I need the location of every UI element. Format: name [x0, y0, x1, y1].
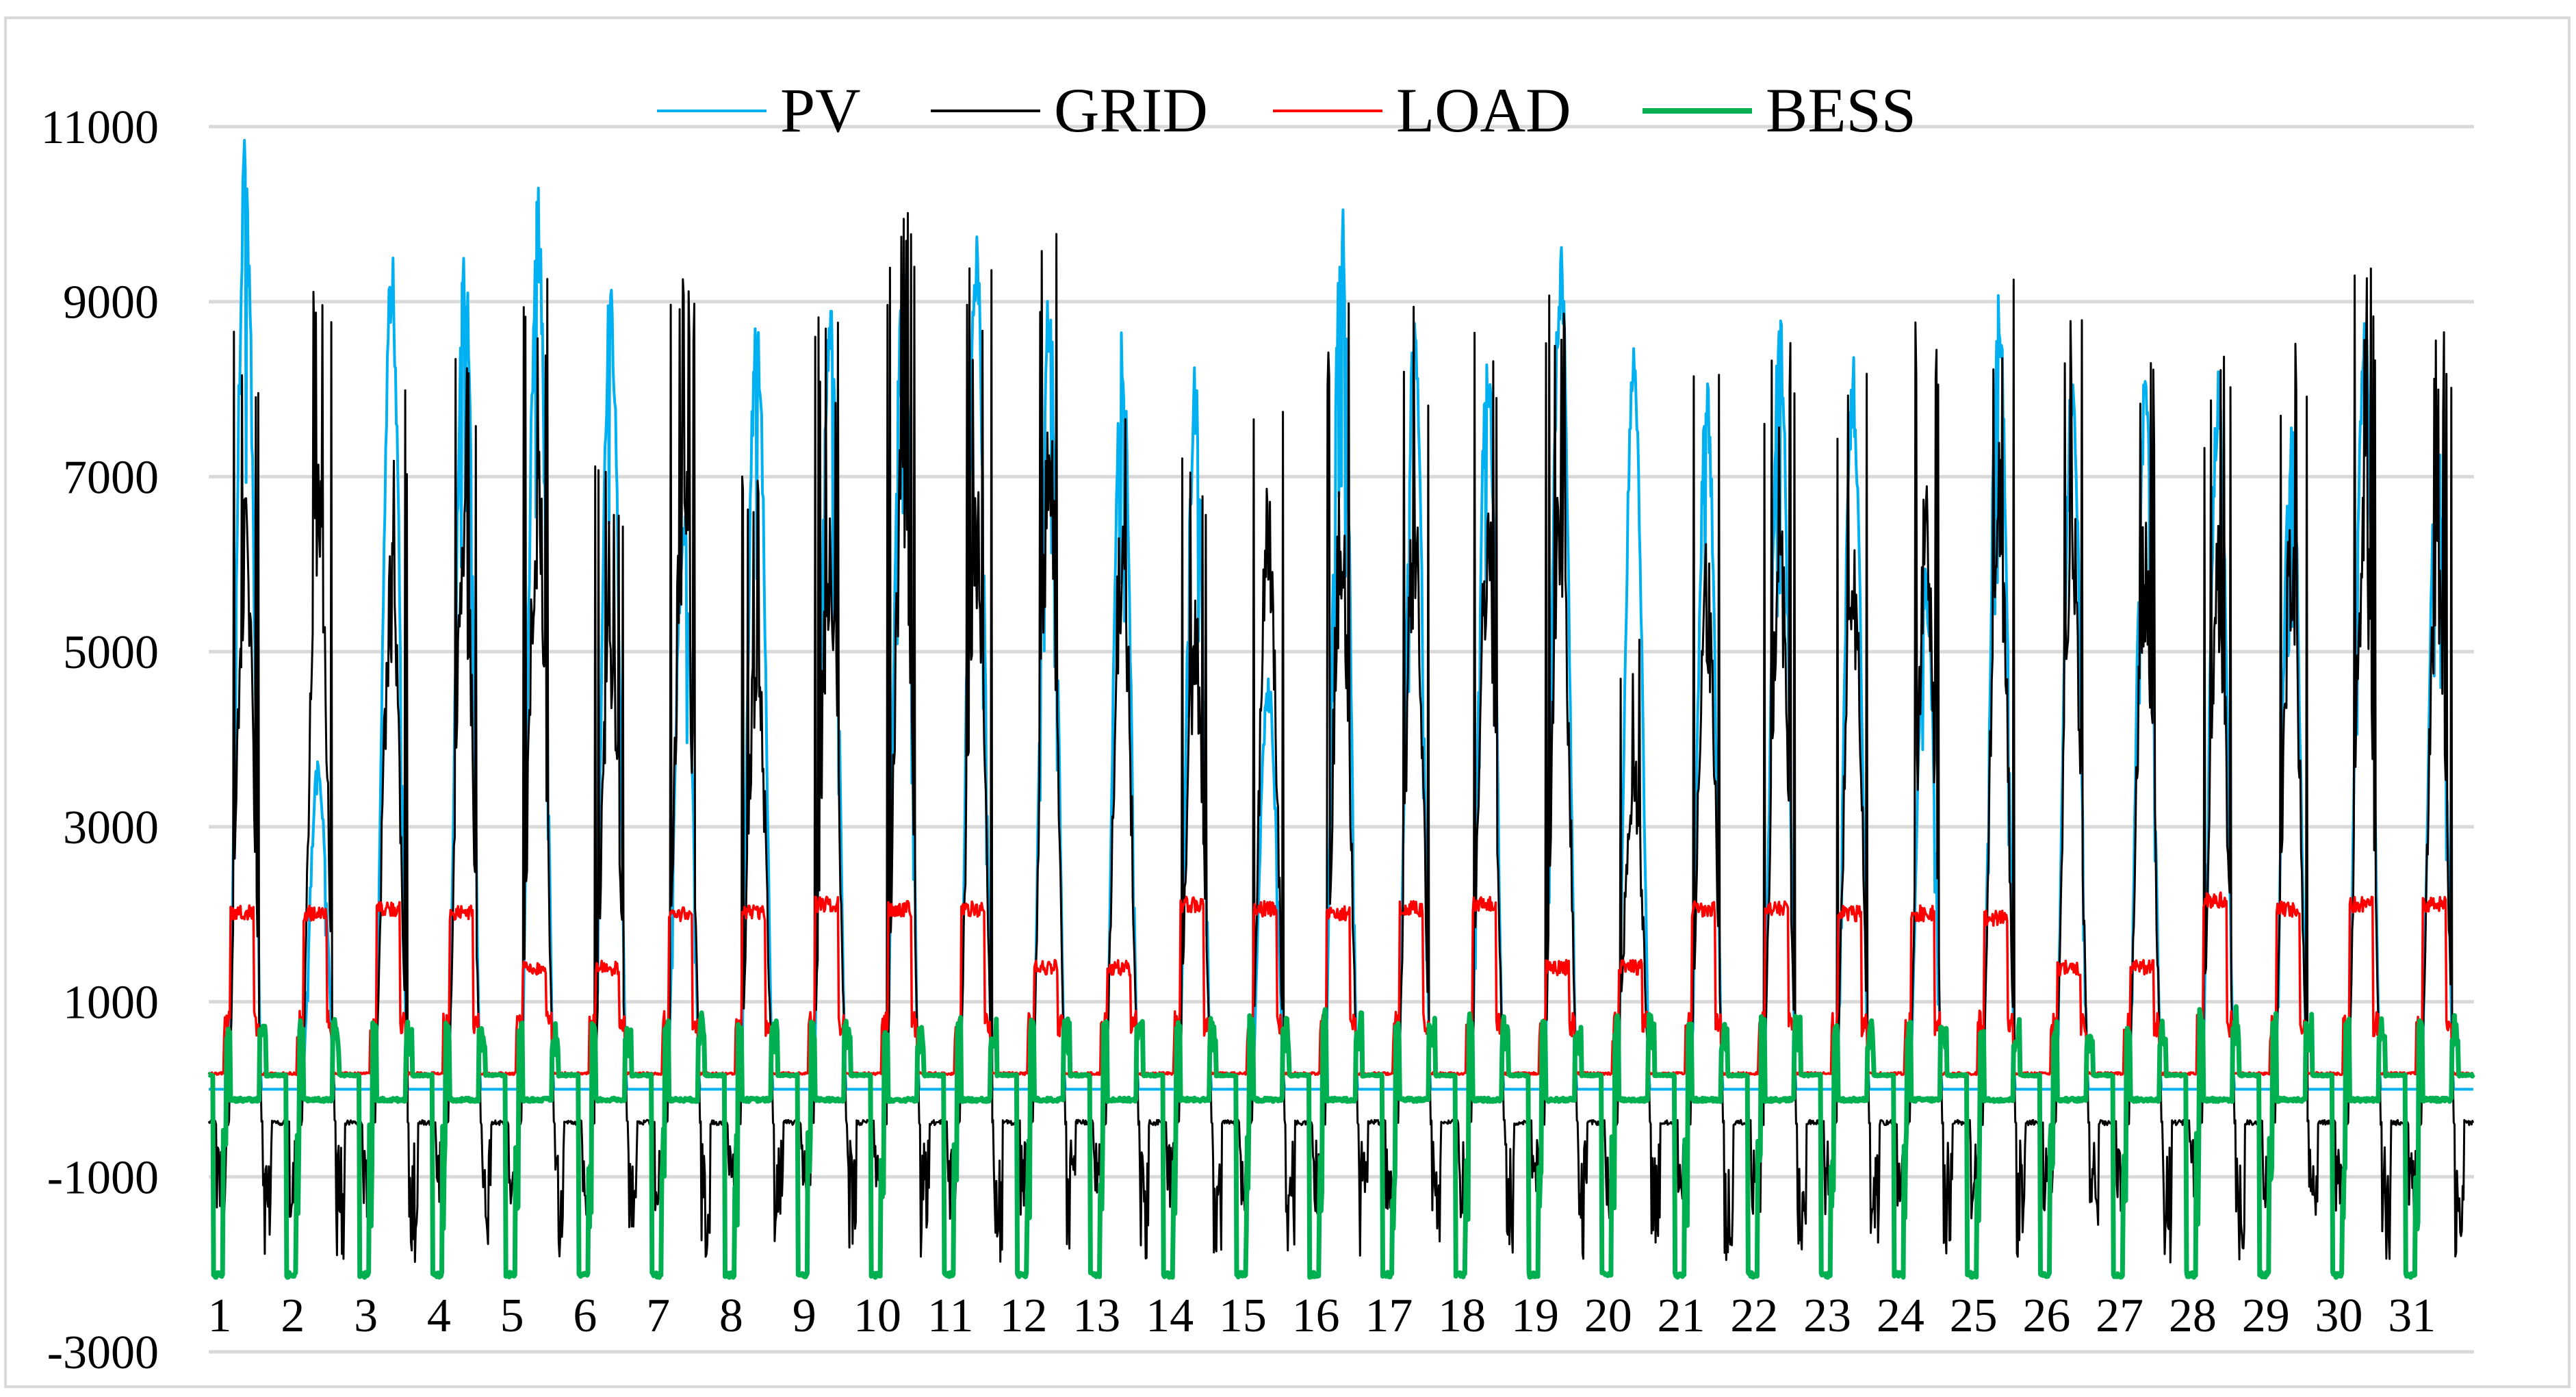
x-tick-label: 23 [1803, 1290, 1851, 1342]
y-tick-label: -1000 [47, 1151, 159, 1204]
y-tick-label: 11000 [41, 101, 159, 154]
series-lines [207, 139, 2475, 1280]
x-axis-tick-labels: 1 2 3 4 5 6 7 8 9 10 11 12 13 14 15 16 17 18 19 20 21 22 23 24 2… [208, 1290, 2436, 1342]
legend-label-load: LOAD [1396, 75, 1571, 145]
x-tick-label: 26 [2022, 1290, 2070, 1342]
chart-border [4, 16, 2571, 1388]
legend-label-grid: GRID [1054, 75, 1208, 145]
y-tick-label: 9000 [63, 277, 159, 329]
x-tick-label: 9 [793, 1290, 816, 1342]
x-tick-label: 25 [1950, 1290, 1998, 1342]
x-tick-label: 13 [1072, 1290, 1120, 1342]
y-tick-label: 7000 [63, 451, 159, 504]
x-tick-label: 28 [2169, 1290, 2217, 1342]
series-line-pv [208, 139, 2474, 1091]
x-tick-label: 6 [573, 1290, 597, 1342]
series-line-bess [207, 1004, 2475, 1280]
x-tick-label: 1 [208, 1290, 232, 1342]
legend-label-pv: PV [780, 75, 861, 145]
legend: PV GRID LOAD BESS [657, 75, 1916, 145]
x-tick-label: 14 [1146, 1290, 1194, 1342]
x-tick-label: 4 [427, 1290, 451, 1342]
y-tick-label: 5000 [63, 626, 159, 679]
x-tick-label: 2 [281, 1290, 305, 1342]
x-tick-label: 11 [927, 1290, 973, 1342]
x-tick-label: 27 [2096, 1290, 2143, 1342]
x-tick-label: 30 [2315, 1290, 2362, 1342]
x-tick-label: 7 [646, 1290, 670, 1342]
legend-label-bess: BESS [1766, 75, 1916, 145]
x-tick-label: 15 [1219, 1290, 1267, 1342]
x-tick-label: 12 [1000, 1290, 1048, 1342]
x-tick-label: 8 [719, 1290, 743, 1342]
y-tick-label: 1000 [63, 977, 159, 1029]
y-tick-label: -3000 [47, 1326, 159, 1379]
x-tick-label: 31 [2388, 1290, 2436, 1342]
x-tick-label: 10 [853, 1290, 901, 1342]
x-tick-label: 18 [1438, 1290, 1486, 1342]
x-tick-label: 19 [1511, 1290, 1559, 1342]
x-tick-label: 21 [1658, 1290, 1705, 1342]
x-tick-label: 16 [1292, 1290, 1340, 1342]
x-tick-label: 29 [2242, 1290, 2290, 1342]
gridlines [209, 125, 2474, 1354]
y-tick-label: 3000 [63, 802, 159, 854]
x-tick-label: 3 [354, 1290, 378, 1342]
x-tick-label: 24 [1877, 1290, 1924, 1342]
x-tick-label: 5 [500, 1290, 524, 1342]
x-tick-label: 17 [1365, 1290, 1413, 1342]
y-axis-tick-labels: 11000 9000 7000 5000 3000 1000 -1000 -3000 [41, 101, 159, 1379]
x-tick-label: 22 [1730, 1290, 1778, 1342]
x-tick-label: 20 [1584, 1290, 1632, 1342]
